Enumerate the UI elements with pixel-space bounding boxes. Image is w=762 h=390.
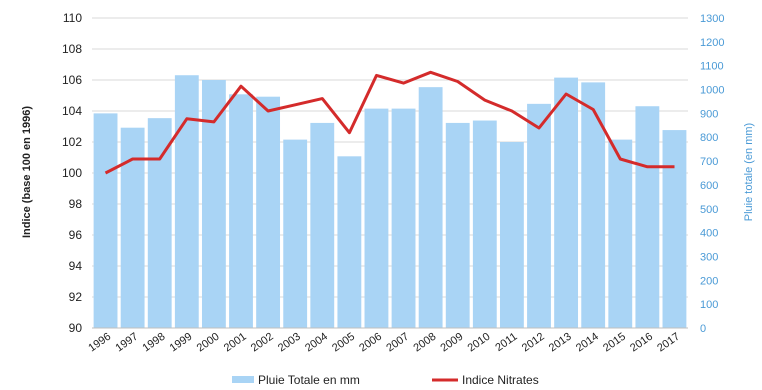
x-tick-label: 2012 xyxy=(520,331,547,355)
y2-tick-label: 500 xyxy=(700,204,718,216)
x-tick-label: 1998 xyxy=(141,331,168,355)
rain-bar xyxy=(418,87,443,329)
rain-bar xyxy=(445,122,470,328)
y-tick-label: 94 xyxy=(69,259,83,273)
y2-tick-label: 1300 xyxy=(700,13,724,25)
right-axis: 0 100 200 300 400 500 600 700 800 900 1000 1100 1200… xyxy=(700,13,724,335)
y-tick-label: 92 xyxy=(69,290,83,304)
legend-label-nitrates: Indice Nitrates xyxy=(462,373,539,387)
x-tick-label: 2014 xyxy=(574,331,601,355)
y2-tick-label: 1100 xyxy=(700,61,724,73)
legend-swatch-rain xyxy=(232,376,254,383)
x-tick-label: 2010 xyxy=(466,331,493,355)
x-tick-label: 2002 xyxy=(249,331,276,355)
x-tick-label: 2016 xyxy=(628,331,655,355)
rain-bar xyxy=(229,94,253,328)
nitrate-line-layer xyxy=(104,70,675,175)
y-tick-label: 106 xyxy=(62,73,82,87)
y-tick-label: 108 xyxy=(62,42,82,56)
x-tick-label: 2008 xyxy=(411,331,438,355)
x-tick-label: 2007 xyxy=(384,331,411,355)
x-tick-label: 2015 xyxy=(601,331,628,355)
y-axis-label: Indice (base 100 en 1996) xyxy=(21,106,33,238)
legend-label-rain: Pluie Totale en mm xyxy=(258,373,360,387)
y2-tick-label: 1200 xyxy=(700,37,724,49)
rain-bar xyxy=(472,120,497,329)
rain-bar xyxy=(337,156,362,328)
rain-bar xyxy=(310,122,335,328)
x-tick-label: 2001 xyxy=(222,331,249,355)
y2-tick-label: 200 xyxy=(700,275,718,287)
y-tick-label: 104 xyxy=(62,104,82,118)
rain-bar xyxy=(635,106,660,328)
rain-bar xyxy=(201,80,226,328)
rain-bar xyxy=(147,118,172,329)
x-tick-label: 1997 xyxy=(113,331,140,355)
x-tick-label: 2006 xyxy=(357,331,384,355)
rain-bar xyxy=(120,127,145,328)
rain-bar xyxy=(93,113,118,328)
y-tick-label: 100 xyxy=(62,166,82,180)
left-axis: 90 92 94 96 98 100 102 104 106 108 110 xyxy=(62,11,82,335)
y-tick-label: 110 xyxy=(63,11,82,25)
y2-tick-label: 900 xyxy=(700,108,718,120)
x-tick-label: 2004 xyxy=(303,331,330,355)
rain-bar xyxy=(499,142,524,328)
rain-bar xyxy=(174,75,199,328)
rain-bar xyxy=(256,96,281,328)
rain-bar xyxy=(283,139,308,328)
rain-bar xyxy=(391,108,416,328)
x-tick-label: 2017 xyxy=(655,331,682,355)
x-tick-label: 1996 xyxy=(86,331,113,355)
x-axis: 1996 1997 1998 1999 2000 2001 2002 2003 2004 2005… xyxy=(86,327,688,355)
y-tick-label: 98 xyxy=(69,197,83,211)
y2-tick-label: 600 xyxy=(700,180,718,192)
rain-bar xyxy=(581,82,606,328)
y2-tick-label: 800 xyxy=(700,132,718,144)
y2-tick-label: 400 xyxy=(700,228,718,240)
y2-axis-label: Pluie totale (en mm) xyxy=(743,123,755,221)
rain-bars xyxy=(93,75,687,329)
x-tick-label: 2011 xyxy=(493,331,519,354)
x-tick-label: 2003 xyxy=(276,331,303,355)
x-tick-label: 2000 xyxy=(195,331,222,355)
rain-bar xyxy=(554,77,579,328)
rain-bar xyxy=(608,139,633,328)
x-tick-label: 2013 xyxy=(547,331,574,355)
nitrate-line xyxy=(104,70,675,175)
y2-tick-label: 0 xyxy=(700,323,706,335)
y-tick-label: 90 xyxy=(69,321,83,335)
rain-bar xyxy=(527,103,551,328)
y-tick-label: 96 xyxy=(69,228,83,242)
x-tick-label: 2009 xyxy=(439,331,466,355)
y2-tick-label: 1000 xyxy=(700,85,724,97)
rain-bar xyxy=(662,130,687,328)
x-tick-label: 1999 xyxy=(168,331,195,355)
y2-tick-label: 100 xyxy=(700,299,718,311)
y2-tick-label: 300 xyxy=(700,251,718,263)
x-tick-label: 2005 xyxy=(330,331,357,355)
legend: Pluie Totale en mm Indice Nitrates xyxy=(232,373,539,387)
rain-bar xyxy=(364,108,389,328)
y2-tick-label: 700 xyxy=(700,156,718,168)
y-tick-label: 102 xyxy=(62,135,82,149)
